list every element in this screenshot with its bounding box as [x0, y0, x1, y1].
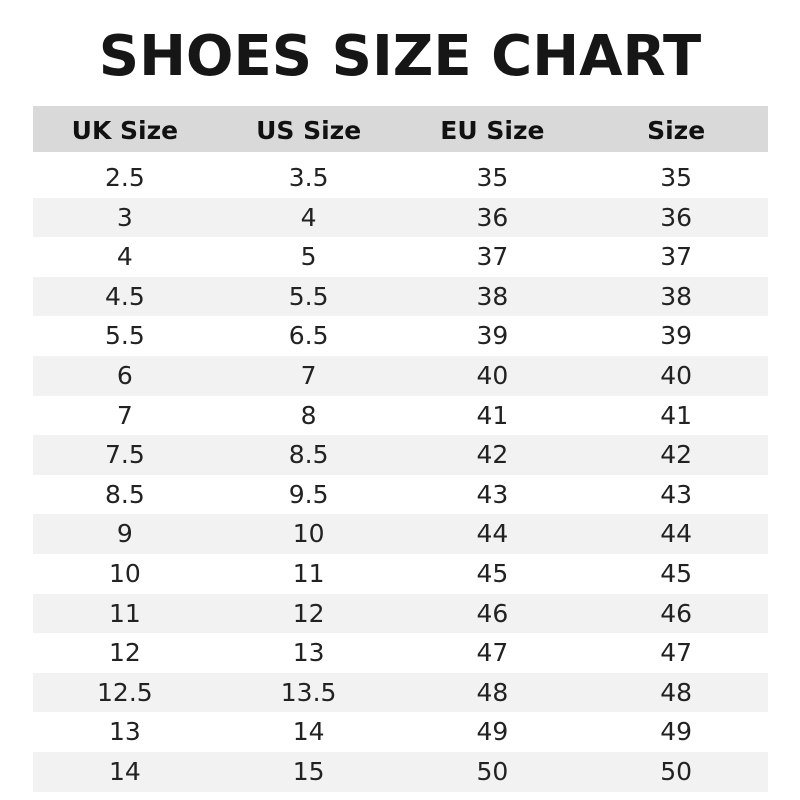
table-row: 5.5 6.5 39 39: [33, 316, 768, 356]
cell-uk-size: 11: [108, 598, 141, 628]
cell-uk-size: 2.5: [104, 163, 145, 192]
cell-size: 40: [660, 360, 693, 390]
table-row: 7 8 41 41: [33, 396, 768, 436]
cell-size: 44: [660, 519, 693, 549]
cell-uk-size: 4: [116, 242, 133, 272]
cell-uk-size: 6: [116, 360, 133, 390]
cell-us-size: 8: [300, 400, 317, 430]
cell-us-size: 14: [292, 717, 325, 747]
cell-us-size: 4: [300, 202, 317, 232]
table-row: 12.5 13.5 48 48: [33, 672, 768, 713]
table-row: 12 13 47 47: [33, 633, 768, 673]
column-header-uk-size: UK Size: [71, 116, 179, 145]
cell-eu-size: 39: [476, 321, 509, 351]
cell-size: 50: [660, 756, 693, 786]
cell-uk-size: 8.5: [104, 479, 145, 509]
cell-us-size: 6.5: [288, 321, 329, 351]
cell-eu-size: 46: [476, 598, 509, 628]
cell-us-size: 3.5: [288, 163, 329, 192]
table-body: 2.5 3.5 35 35 3 4 36 36 4 5 37 37 4.5 5.5 38 38 5.5 6.5 39…: [33, 158, 768, 792]
cell-eu-size: 41: [476, 400, 509, 430]
column-header-eu-size: EU Size: [440, 116, 545, 145]
cell-eu-size: 49: [476, 717, 509, 747]
cell-us-size: 5.5: [288, 281, 329, 311]
cell-us-size: 8.5: [288, 440, 329, 470]
cell-size: 36: [660, 202, 693, 232]
table-row: 11 12 46 46: [33, 593, 768, 634]
cell-uk-size: 7.5: [104, 440, 145, 470]
cell-eu-size: 44: [476, 519, 509, 549]
table-row: 7.5 8.5 42 42: [33, 435, 768, 475]
cell-size: 37: [660, 242, 693, 272]
cell-eu-size: 48: [476, 677, 509, 707]
table-row: 10 11 45 45: [33, 554, 768, 594]
cell-eu-size: 43: [476, 479, 509, 509]
page-title: SHOES SIZE CHART: [98, 24, 702, 89]
cell-uk-size: 10: [108, 558, 141, 588]
cell-eu-size: 47: [476, 638, 509, 668]
table-row: 3 4 36 36: [33, 197, 768, 238]
table-row: 13 14 49 49: [33, 712, 768, 752]
cell-us-size: 9.5: [288, 479, 329, 509]
cell-size: 43: [660, 479, 693, 509]
cell-uk-size: 3: [116, 202, 133, 232]
cell-uk-size: 7: [116, 400, 133, 430]
cell-eu-size: 35: [476, 163, 509, 192]
column-header-size: Size: [647, 116, 706, 145]
cell-size: 39: [660, 321, 693, 351]
cell-eu-size: 37: [476, 242, 509, 272]
table-row: 4 5 37 37: [33, 237, 768, 277]
table-row: 6 7 40 40: [33, 355, 768, 396]
cell-size: 49: [660, 717, 693, 747]
cell-eu-size: 40: [476, 360, 509, 390]
cell-size: 42: [660, 440, 693, 470]
cell-size: 46: [660, 598, 693, 628]
cell-us-size: 15: [292, 756, 325, 786]
cell-size: 38: [660, 281, 693, 311]
cell-eu-size: 42: [476, 440, 509, 470]
cell-us-size: 7: [300, 360, 317, 390]
cell-eu-size: 36: [476, 202, 509, 232]
table-row: 9 10 44 44: [33, 514, 768, 554]
table-row: 14 15 50 50: [33, 751, 768, 792]
table-row: 8.5 9.5 43 43: [33, 475, 768, 515]
cell-size: 35: [660, 163, 693, 192]
cell-uk-size: 13: [108, 717, 141, 747]
cell-uk-size: 12: [108, 638, 141, 668]
cell-uk-size: 12.5: [97, 677, 153, 707]
cell-eu-size: 45: [476, 558, 509, 588]
cell-uk-size: 14: [108, 756, 141, 786]
cell-uk-size: 9: [116, 519, 133, 549]
cell-uk-size: 4.5: [104, 281, 145, 311]
cell-us-size: 11: [292, 558, 325, 588]
table-row: 2.5 3.5 35 35: [33, 158, 768, 198]
cell-us-size: 5: [300, 242, 317, 272]
cell-size: 47: [660, 638, 693, 668]
cell-eu-size: 50: [476, 756, 509, 786]
cell-us-size: 13.5: [280, 677, 337, 707]
table-row: 4.5 5.5 38 38: [33, 276, 768, 317]
cell-size: 41: [660, 400, 693, 430]
cell-size: 45: [660, 558, 693, 588]
cell-us-size: 10: [292, 519, 325, 549]
column-header-us-size: US Size: [256, 116, 362, 145]
table-header: UK Size US Size EU Size Size: [33, 106, 768, 152]
cell-us-size: 12: [292, 598, 325, 628]
cell-eu-size: 38: [476, 281, 509, 311]
cell-uk-size: 5.5: [104, 321, 145, 351]
cell-size: 48: [660, 677, 693, 707]
cell-us-size: 13: [292, 638, 325, 668]
